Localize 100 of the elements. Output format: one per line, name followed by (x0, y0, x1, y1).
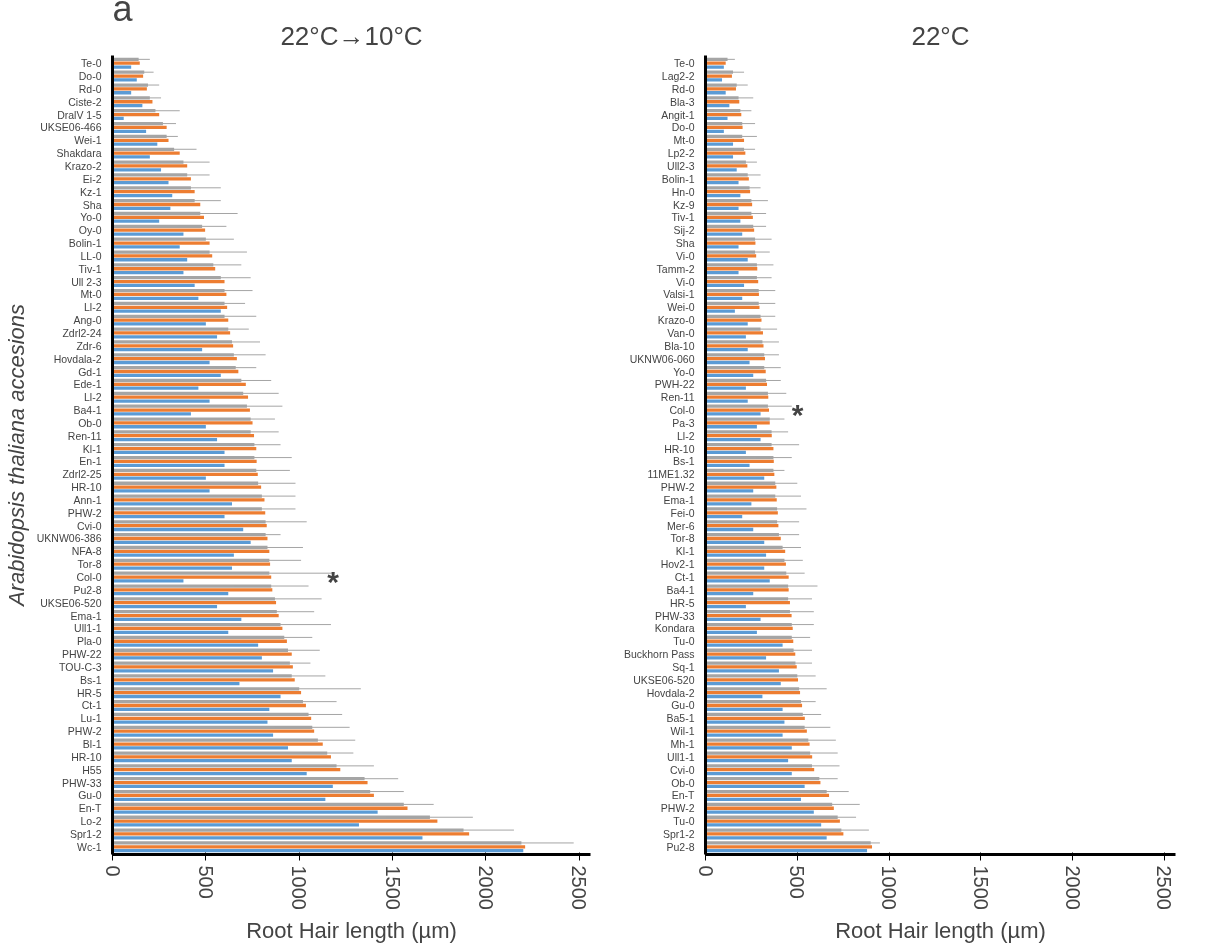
y-tick-label: Gu-0 (671, 699, 695, 712)
bar (705, 819, 840, 823)
bar (112, 575, 272, 579)
y-tick-label: Ll-2 (83, 301, 102, 314)
y-tick-label: Kondara (654, 622, 695, 635)
bar (112, 729, 315, 733)
y-tick-label: Wil-1 (670, 725, 695, 738)
bar (112, 228, 206, 232)
y-tick-label: Ren-11 (67, 429, 102, 442)
y-tick-label: Do-0 (671, 121, 695, 134)
bar (705, 421, 770, 425)
x-tick-label: 500 (786, 865, 809, 899)
bar (705, 613, 792, 618)
bar (112, 395, 249, 399)
x-tick-label: 1000 (878, 865, 901, 910)
y-tick-label: Ema-1 (70, 609, 102, 622)
bar (112, 181, 169, 185)
bar (705, 682, 781, 686)
y-axis-title: Arabidopsis thaliana accesions (3, 303, 29, 609)
y-tick-label: Wei-1 (74, 134, 102, 147)
y-tick-label: UKSE06-466 (40, 121, 102, 134)
y-tick-label: Ct-1 (81, 699, 102, 712)
bar (705, 691, 801, 695)
y-tick-label: Sij-2 (673, 224, 695, 237)
y-tick-label: Spr1-2 (662, 827, 695, 840)
y-tick-label: UKNW06-060 (629, 352, 695, 365)
y-tick-label: Mh-1 (670, 738, 695, 751)
y-tick-label: Bs-1 (672, 455, 695, 468)
x-axis-title: Root Hair length (µm) (835, 917, 1046, 943)
y-tick-label: Hn-0 (671, 185, 695, 198)
bar (705, 755, 813, 759)
bar (112, 463, 225, 467)
bar (112, 434, 255, 438)
bar (112, 125, 167, 130)
y-tick-label: PHW-2 (67, 725, 102, 738)
bar (112, 450, 225, 455)
y-tick-label: Do-0 (78, 70, 102, 83)
y-tick-label: Hov2-1 (660, 558, 695, 571)
y-tick-label: Van-0 (667, 326, 695, 339)
y-tick-label: PHW-2 (660, 481, 695, 494)
y-tick-label: UKSE06-520 (40, 596, 102, 609)
y-tick-label: Mt-0 (80, 288, 102, 301)
y-tick-label: Bolin-1 (68, 237, 102, 250)
bar (112, 190, 195, 194)
y-tick-label: Ann-1 (73, 493, 102, 506)
bar (112, 412, 191, 416)
bar (112, 694, 281, 699)
bar (112, 639, 287, 643)
bar (705, 806, 834, 810)
y-tick-label: Pa-3 (672, 416, 695, 429)
x-axis-title: Root Hair length (µm) (246, 917, 457, 943)
y-tick-label: Fei-0 (670, 506, 695, 519)
bar (705, 65, 724, 69)
bar (705, 656, 767, 660)
y-tick-label: Valsi-1 (663, 288, 695, 301)
x-tick-label: 1000 (288, 865, 311, 910)
bar (112, 382, 246, 386)
y-tick-label: PHW-2 (660, 802, 695, 815)
y-tick-label: Tiv-1 (671, 211, 695, 224)
bar (112, 369, 239, 374)
y-tick-label: Ema-1 (663, 493, 695, 506)
bar (705, 626, 793, 631)
bar (112, 601, 277, 605)
bar (112, 849, 524, 853)
bar (112, 579, 184, 583)
bar (112, 553, 234, 557)
y-tick-label: Cvi-0 (77, 519, 102, 532)
bar (112, 630, 229, 634)
y-tick-label: DralV 1-5 (57, 108, 102, 121)
bar (705, 254, 757, 258)
bar (112, 279, 225, 284)
y-tick-label: Oy-0 (78, 224, 102, 237)
y-tick-label: Kz-1 (79, 185, 102, 198)
bar (705, 643, 783, 647)
bar (112, 656, 262, 660)
x-tick-label: 500 (194, 865, 217, 899)
bar (705, 579, 770, 583)
y-tick-label: HR-10 (71, 481, 102, 494)
y-tick-label: Gd-1 (78, 365, 102, 378)
bar (112, 241, 210, 245)
y-tick-label: Ba5-1 (666, 712, 695, 725)
y-tick-label: Ct-1 (674, 571, 695, 584)
bar (705, 382, 767, 386)
bar (705, 562, 786, 566)
x-tick-label: 1500 (381, 865, 404, 910)
bar (112, 489, 210, 493)
chart-title: 22°C→10°C (280, 20, 423, 51)
y-tick-label: Ob-0 (78, 416, 102, 429)
bar (112, 357, 237, 361)
bar (705, 810, 814, 814)
y-tick-label: Tamm-2 (656, 262, 695, 275)
bar (112, 511, 266, 515)
y-tick-label: Vi-0 (676, 275, 695, 288)
bar (112, 707, 270, 711)
y-tick-label: H55 (82, 763, 102, 776)
bar (705, 309, 735, 313)
y-tick-label: Rd-0 (78, 82, 102, 95)
bar (112, 669, 274, 673)
bar (705, 369, 766, 374)
bar (112, 604, 218, 609)
